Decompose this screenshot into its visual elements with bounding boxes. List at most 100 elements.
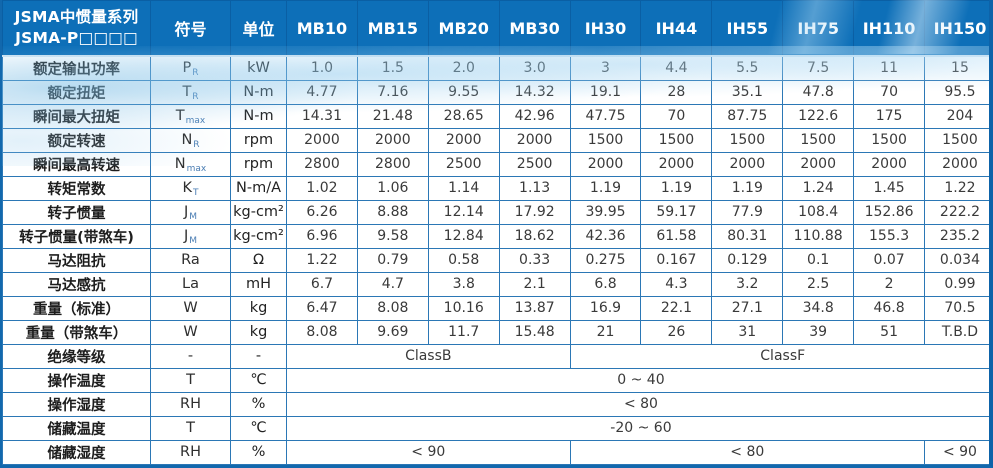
value-cell: 1.06	[356, 175, 429, 201]
row-label: 转子惯量	[2, 199, 151, 225]
value-cell: 0.129	[711, 247, 784, 273]
table-row: 操作湿度 RH% < 80	[2, 391, 989, 417]
value-cell: 3.2	[711, 271, 784, 297]
value-cell: 34.8	[782, 295, 855, 321]
symbol-subscript: M	[189, 212, 198, 223]
unit-cell: ℃	[230, 367, 287, 393]
symbol-subscript: R	[193, 140, 200, 151]
symbol-cell: RH	[150, 391, 231, 417]
value-cell: 6.8	[569, 271, 642, 297]
symbol-subscript: max	[186, 164, 207, 175]
value-cell: 1.02	[286, 175, 358, 201]
value-cell: 42.96	[498, 103, 571, 129]
table-row: 瞬间最大扭矩 Tmax N-m 14.31 21.48 28.65 42.96 47.75 70…	[2, 103, 989, 129]
value-cell: -20 ~ 60	[286, 415, 989, 441]
value-cell: 1.13	[498, 175, 571, 201]
symbol-main: P	[182, 60, 192, 77]
symbol-subscript: max	[185, 116, 206, 127]
unit-cell: kg-cm²	[230, 199, 287, 225]
value-cell: 2000	[286, 127, 358, 153]
value-cell: 35.1	[711, 79, 784, 105]
value-cell: 70	[640, 103, 713, 129]
value-cell: 15	[924, 55, 989, 81]
value-cell: 95.5	[924, 79, 989, 105]
value-cell: 0.58	[427, 247, 500, 273]
value-cell: ClassB	[286, 343, 571, 369]
row-label: 储藏温度	[2, 415, 151, 441]
value-cell: 28.65	[427, 103, 500, 129]
value-cell: 9.69	[356, 319, 429, 345]
unit-cell: N-m/A	[230, 175, 287, 201]
value-cell: 2.5	[782, 271, 855, 297]
value-cell: 1500	[569, 127, 642, 153]
symbol-main: W	[183, 300, 198, 317]
value-cell: 1500	[711, 127, 784, 153]
value-cell: 42.36	[569, 223, 642, 249]
symbol-main: J	[183, 228, 189, 245]
unit-cell: -	[230, 343, 287, 369]
value-cell: 47.75	[569, 103, 642, 129]
value-cell: 3.8	[427, 271, 500, 297]
unit-cell: %	[230, 439, 287, 465]
value-cell: 1.22	[924, 175, 989, 201]
table-row: 转子惯量 JM kg-cm² 6.26 8.88 12.14 17.92 39.95 59.17…	[2, 199, 989, 225]
row-label: 绝缘等级	[2, 343, 151, 369]
row-label: 额定转速	[2, 127, 151, 153]
value-cell: 16.9	[569, 295, 642, 321]
symbol-main: T	[182, 84, 192, 101]
value-cell: 3.0	[498, 55, 571, 81]
symbol-cell: T	[150, 367, 231, 393]
symbol-cell: NR	[150, 127, 231, 153]
symbol-cell: PR	[150, 55, 231, 81]
value-cell: 18.62	[498, 223, 571, 249]
value-cell: 2	[853, 271, 926, 297]
model-column-header: MB30	[498, 0, 571, 57]
value-cell: 39	[782, 319, 855, 345]
symbol-cell: -	[150, 343, 231, 369]
value-cell: < 90	[924, 439, 989, 465]
symbol-main: K	[182, 180, 192, 197]
value-cell: 6.47	[286, 295, 358, 321]
value-cell: 80.31	[711, 223, 784, 249]
value-cell: 9.58	[356, 223, 429, 249]
row-label: 瞬间最大扭矩	[2, 103, 151, 129]
symbol-cell: W	[150, 295, 231, 321]
value-cell: 14.32	[498, 79, 571, 105]
value-cell: 122.6	[782, 103, 855, 129]
value-cell: 8.08	[286, 319, 358, 345]
value-cell: 22.1	[640, 295, 713, 321]
value-cell: 11.7	[427, 319, 500, 345]
value-cell: 17.92	[498, 199, 571, 225]
value-cell: < 80	[569, 439, 926, 465]
table-row: 额定输出功率 PR kW 1.0 1.5 2.0 3.0 3 4.4 5.5 7.5 11 15	[2, 55, 989, 81]
row-label: 转子惯量(带煞车)	[2, 223, 151, 249]
symbol-cell: T	[150, 415, 231, 441]
value-cell: 5.5	[711, 55, 784, 81]
value-cell: 0.034	[924, 247, 989, 273]
value-cell: 6.96	[286, 223, 358, 249]
value-cell: 2500	[498, 151, 571, 177]
series-title-line1: JSMA中惯量系列	[14, 8, 139, 27]
value-cell: 14.31	[286, 103, 358, 129]
unit-column-header: 单位	[230, 0, 287, 57]
unit-cell: mH	[230, 271, 287, 297]
value-cell: 10.16	[427, 295, 500, 321]
value-cell: 0.275	[569, 247, 642, 273]
value-cell: 21.48	[356, 103, 429, 129]
series-title-cell: JSMA中惯量系列 JSMA-P□□□□	[2, 0, 151, 57]
model-column-header: IH30	[569, 0, 642, 57]
value-cell: 110.88	[782, 223, 855, 249]
table-row: 马达感抗 La mH 6.7 4.7 3.8 2.1 6.8 4.3 3.2 2.5 2 0.99	[2, 271, 989, 297]
value-cell: 19.1	[569, 79, 642, 105]
row-label: 储藏湿度	[2, 439, 151, 465]
value-cell: 21	[569, 319, 642, 345]
value-cell: 4.3	[640, 271, 713, 297]
value-cell: 9.55	[427, 79, 500, 105]
model-column-header: IH150	[924, 0, 989, 57]
symbol-cell: Nmax	[150, 151, 231, 177]
value-cell: 28	[640, 79, 713, 105]
table-row: 转子惯量(带煞车) JM kg-cm² 6.96 9.58 12.84 18.62 42.36…	[2, 223, 989, 249]
value-cell: 204	[924, 103, 989, 129]
